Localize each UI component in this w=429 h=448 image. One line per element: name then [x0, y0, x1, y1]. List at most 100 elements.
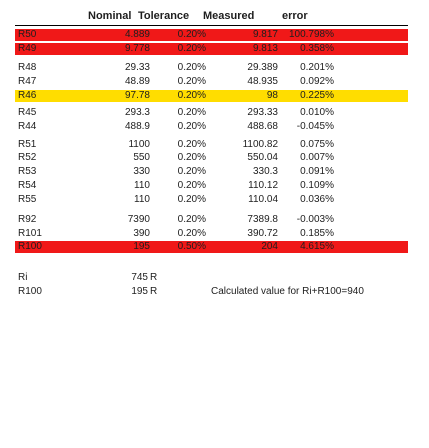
cell-nominal[interactable]: 330	[133, 166, 150, 177]
cell-label[interactable]: R92	[18, 214, 37, 225]
footer-row: Ri 745 R	[15, 272, 408, 283]
table-row: R53 330 0.20% 330.3 0.091%	[15, 166, 408, 177]
cell-label[interactable]: R49	[18, 43, 37, 54]
cell-measured[interactable]: 110.12	[248, 180, 278, 191]
cell-error[interactable]: -0.003%	[296, 214, 334, 225]
cell-tolerance[interactable]: 0.20%	[177, 76, 206, 87]
cell-label[interactable]: R54	[18, 180, 37, 191]
cell-measured[interactable]: 7389.8	[247, 214, 278, 225]
cell-error[interactable]: 0.185%	[300, 228, 334, 239]
cell-value[interactable]: 195	[131, 286, 148, 297]
table-row: R44 488.9 0.20% 488.68 -0.045%	[15, 121, 408, 132]
cell-measured[interactable]: 488.68	[247, 121, 278, 132]
cell-label[interactable]: Ri	[18, 272, 28, 283]
cell-measured[interactable]: 390.72	[247, 228, 278, 239]
cell-nominal[interactable]: 29.33	[124, 62, 150, 73]
cell-nominal[interactable]: 4.889	[124, 29, 150, 40]
cell-measured[interactable]: 110.04	[248, 194, 278, 205]
cell-tolerance[interactable]: 0.20%	[177, 139, 206, 150]
table-row: R48 29.33 0.20% 29.389 0.201%	[15, 62, 408, 73]
cell-label[interactable]: R53	[18, 166, 37, 177]
cell-nominal[interactable]: 7390	[127, 214, 150, 225]
cell-measured[interactable]: 1100.82	[242, 139, 278, 150]
cell-tolerance[interactable]: 0.20%	[177, 166, 206, 177]
cell-label[interactable]: R52	[18, 152, 37, 163]
table-row: R92 7390 0.20% 7389.8 -0.003%	[15, 214, 408, 225]
cell-error[interactable]: 0.010%	[300, 107, 334, 118]
cell-nominal[interactable]: 48.89	[124, 76, 150, 87]
cell-unit[interactable]: R	[150, 286, 158, 297]
cell-nominal[interactable]: 1100	[128, 139, 150, 150]
cell-measured[interactable]: 48.935	[247, 76, 278, 87]
table-row: R50 4.889 0.20% 9.817 100.798%	[15, 29, 408, 41]
table-row: R47 48.89 0.20% 48.935 0.092%	[15, 76, 408, 87]
cell-nominal[interactable]: 488.9	[124, 121, 150, 132]
table-row: R55 110 0.20% 110.04 0.036%	[15, 194, 408, 205]
cell-nominal[interactable]: 97.78	[124, 90, 150, 101]
cell-nominal[interactable]: 195	[133, 241, 150, 252]
cell-nominal[interactable]: 550	[133, 152, 150, 163]
cell-label[interactable]: R100	[18, 286, 42, 297]
cell-tolerance[interactable]: 0.20%	[177, 121, 206, 132]
cell-error[interactable]: 0.201%	[300, 62, 334, 73]
cell-label[interactable]: R47	[18, 76, 37, 87]
cell-measured[interactable]: 550.04	[247, 152, 278, 163]
cell-tolerance[interactable]: 0.20%	[177, 43, 206, 54]
cell-unit[interactable]: R	[150, 272, 158, 283]
cell-error[interactable]: 0.225%	[300, 90, 334, 101]
table-row: R54 110 0.20% 110.12 0.109%	[15, 180, 408, 191]
cell-error[interactable]: 0.109%	[300, 180, 334, 191]
cell-error[interactable]: 100.798%	[288, 29, 334, 40]
cell-value[interactable]: 745	[131, 272, 148, 283]
table-row: R100 195 0.50% 204 4.615%	[15, 241, 408, 253]
cell-measured[interactable]: 9.817	[252, 29, 278, 40]
cell-error[interactable]: 0.358%	[300, 43, 334, 54]
cell-tolerance[interactable]: 0.20%	[177, 107, 206, 118]
cell-measured[interactable]: 204	[261, 241, 278, 252]
cell-label[interactable]: R55	[18, 194, 37, 205]
cell-tolerance[interactable]: 0.20%	[177, 214, 206, 225]
table-row: R101 390 0.20% 390.72 0.185%	[15, 228, 408, 239]
cell-nominal[interactable]: 110	[134, 180, 150, 191]
cell-error[interactable]: 4.615%	[300, 241, 334, 252]
cell-tolerance[interactable]: 0.20%	[177, 62, 206, 73]
cell-label[interactable]: R101	[18, 228, 42, 239]
cell-tolerance[interactable]: 0.20%	[177, 180, 206, 191]
cell-tolerance[interactable]: 0.50%	[177, 241, 206, 252]
cell-label[interactable]: R100	[18, 241, 42, 252]
cell-tolerance[interactable]: 0.20%	[177, 228, 206, 239]
cell-tolerance[interactable]: 0.20%	[177, 152, 206, 163]
cell-measured[interactable]: 29.389	[247, 62, 278, 73]
cell-label[interactable]: R51	[18, 139, 37, 150]
cell-note[interactable]: Calculated value for Ri+R100=940	[211, 286, 364, 297]
cell-nominal[interactable]: 390	[133, 228, 150, 239]
cell-label[interactable]: R44	[18, 121, 37, 132]
cell-error[interactable]: 0.091%	[300, 166, 334, 177]
cell-label[interactable]: R46	[18, 90, 37, 101]
cell-label[interactable]: R45	[18, 107, 37, 118]
header-underline	[15, 25, 408, 26]
header-nominal: Nominal	[88, 10, 132, 22]
cell-label[interactable]: R48	[18, 62, 37, 73]
cell-measured[interactable]: 9.813	[252, 43, 278, 54]
cell-error[interactable]: 0.036%	[300, 194, 334, 205]
cell-tolerance[interactable]: 0.20%	[177, 29, 206, 40]
header-measured: Measured	[203, 10, 255, 22]
header-tolerance: Tolerance	[138, 10, 190, 22]
header-error: error	[282, 10, 308, 22]
table-row: R49 9.778 0.20% 9.813 0.358%	[15, 43, 408, 55]
cell-error[interactable]: 0.092%	[300, 76, 334, 87]
cell-nominal[interactable]: 9.778	[124, 43, 150, 54]
cell-nominal[interactable]: 293.3	[124, 107, 150, 118]
cell-error[interactable]: -0.045%	[296, 121, 334, 132]
cell-measured[interactable]: 293.33	[247, 107, 278, 118]
cell-tolerance[interactable]: 0.20%	[177, 90, 206, 101]
cell-label[interactable]: R50	[18, 29, 37, 40]
footer-row: R100 195 R Calculated value for Ri+R100=940	[15, 286, 408, 297]
cell-error[interactable]: 0.075%	[300, 139, 334, 150]
cell-measured[interactable]: 98	[266, 90, 278, 101]
cell-nominal[interactable]: 110	[134, 194, 150, 205]
cell-tolerance[interactable]: 0.20%	[177, 194, 206, 205]
cell-measured[interactable]: 330.3	[252, 166, 278, 177]
cell-error[interactable]: 0.007%	[300, 152, 334, 163]
